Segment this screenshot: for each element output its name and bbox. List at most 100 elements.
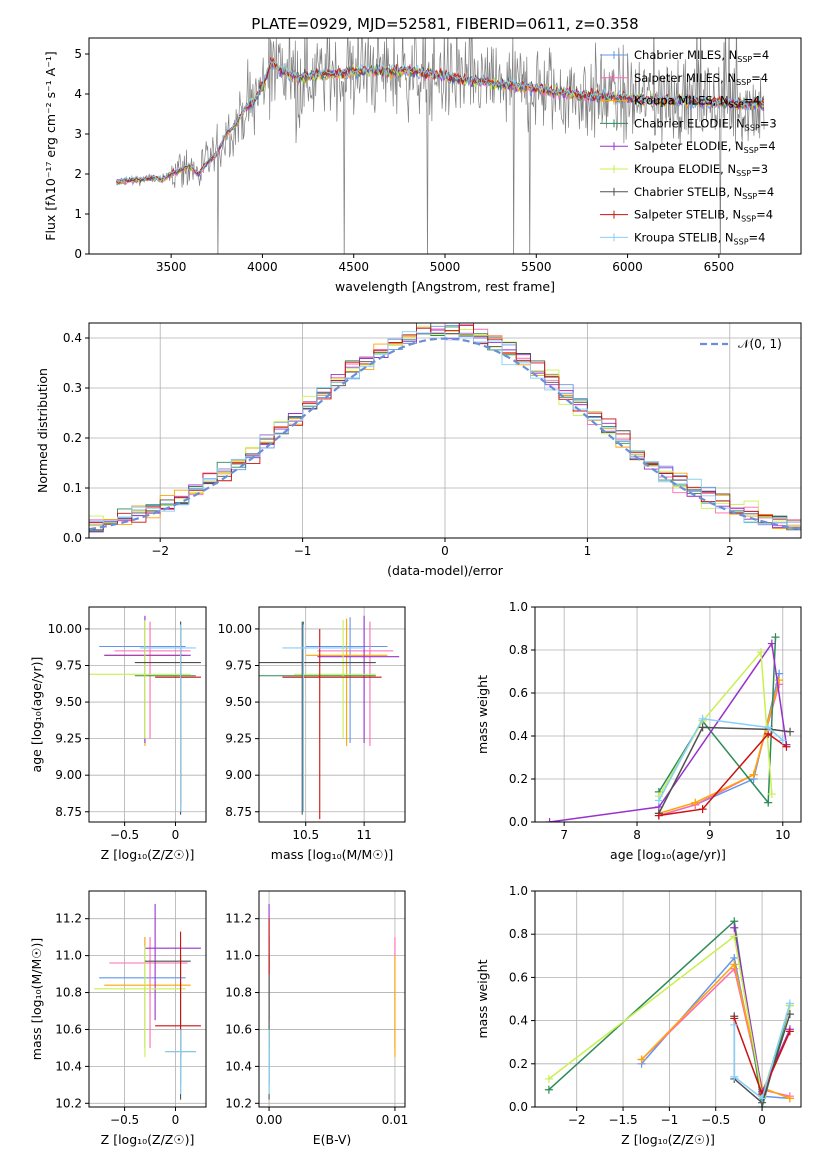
y-tick-label: 0.6 — [509, 970, 528, 984]
series-marker — [749, 770, 758, 779]
x-tick-label: 0 — [172, 828, 180, 842]
y-tick-label: 8.75 — [55, 805, 82, 819]
x-tick-label: 5000 — [430, 260, 461, 274]
x-axis-label: Z [log₁₀(Z/Z☉)] — [621, 1132, 715, 1147]
y-tick-label: 11.2 — [225, 912, 252, 926]
x-axis-label: mass [log₁₀(M/M☉)] — [271, 847, 393, 862]
y-tick-label: 10.4 — [55, 1059, 82, 1073]
y-tick-label: 0.4 — [509, 1014, 528, 1028]
y-tick-label: 0.4 — [509, 729, 528, 743]
series-marker — [691, 798, 700, 807]
y-tick-label: 3 — [74, 127, 82, 141]
x-axis-label: Z [log₁₀(Z/Z☉)] — [101, 1132, 195, 1147]
y-tick-label: 11.0 — [225, 949, 252, 963]
y-tick-label: 0.4 — [63, 331, 82, 345]
series-line — [658, 684, 780, 817]
series-marker — [730, 1020, 739, 1029]
y-tick-label: 0.0 — [509, 815, 528, 829]
y-tick-label: 9.25 — [225, 732, 252, 746]
y-tick-label: 9.75 — [225, 659, 252, 673]
series-line — [549, 641, 788, 822]
series-marker — [698, 714, 707, 723]
y-tick-label: 0.6 — [509, 686, 528, 700]
plot-area-mass_vs_Z — [94, 903, 201, 1100]
figure-title: PLATE=0929, MJD=52581, FIBERID=0611, z=0… — [251, 15, 638, 33]
y-tick-label: 0 — [74, 247, 82, 261]
panel-spectrum: 3500 4000 4500 5000 5500 6000 6500 0 1 2 3 4 5 wavele… — [43, 37, 802, 294]
y-tick-label: 0.1 — [63, 481, 82, 495]
series-marker — [756, 648, 765, 657]
y-tick-label: 0.0 — [509, 1100, 528, 1114]
x-tick-label: 0 — [172, 1113, 180, 1127]
y-tick-label: 10.6 — [55, 1022, 82, 1036]
axes-frame — [258, 606, 406, 823]
normal-curve — [89, 337, 801, 531]
y-tick-label: 1 — [74, 207, 82, 221]
x-tick-label: 7 — [560, 828, 568, 842]
x-tick-label: 9 — [706, 828, 714, 842]
panel-mass_vs_Z: −0.5 0 10.2 10.4 10.6 10.8 11.0 11.2 Z [log₁₀(Z/… — [29, 890, 207, 1147]
x-tick-label: 6000 — [612, 260, 643, 274]
histogram-step — [89, 331, 801, 538]
series-marker — [698, 805, 707, 814]
y-tick-label: 10.00 — [218, 622, 252, 636]
y-axis-label: Flux [fλ10⁻¹⁷ erg cm⁻² s⁻¹ A⁻¹] — [43, 51, 58, 240]
panel-mass_vs_ebv: 0.00 0.01 10.2 10.4 10.6 10.8 11.0 11.2 E(B-V) — [225, 890, 408, 1147]
series-marker — [767, 639, 776, 648]
y-tick-label: 0.2 — [63, 431, 82, 445]
series-line — [658, 637, 777, 805]
axes-frame — [534, 890, 802, 1108]
y-axis-label: Normed distribution — [35, 368, 50, 493]
panel-mass_weight_vs_Z: −2 −1.5 −1 −0.5 0 0.0 0.2 0.4 0.6 0.8 1.0 Z [log₁₀(… — [475, 884, 802, 1147]
plot-area-mass_weight_vs_age — [545, 633, 795, 822]
series-marker — [654, 811, 663, 820]
y-tick-label: 0.3 — [63, 381, 82, 395]
y-tick-label: 11.0 — [55, 949, 82, 963]
panel-age_vs_mass: 10.5 11 8.75 9.00 9.25 9.50 9.75 10.00 mass [log… — [218, 606, 406, 862]
series-marker — [782, 742, 791, 751]
series-line — [658, 717, 784, 801]
axes-frame — [258, 890, 406, 1108]
x-tick-label: 3500 — [156, 260, 187, 274]
series-marker — [544, 1074, 553, 1083]
x-tick-label: 0.00 — [256, 1113, 283, 1127]
plot-area-age_vs_Z — [89, 615, 201, 815]
x-tick-label: 4500 — [338, 260, 369, 274]
panels: 3500 4000 4500 5000 5500 6000 6500 0 1 2 3 4 5 wavele… — [29, 37, 802, 1147]
y-tick-label: 0.2 — [509, 1057, 528, 1071]
axes-frame — [534, 606, 802, 823]
model-line — [116, 59, 764, 184]
plot-area-spectrum — [115, 38, 765, 254]
panel-mass_weight_vs_age: 7 8 9 10 0.0 0.2 0.4 0.6 0.8 1.0 age [log₁₀(age/yr… — [475, 600, 802, 862]
plot-area-mass_vs_ebv — [268, 903, 396, 1100]
y-tick-label: 5 — [74, 47, 82, 61]
spectrum-data-line — [116, 38, 765, 254]
x-tick-label: 1 — [584, 544, 592, 558]
series-marker — [778, 736, 787, 745]
y-tick-label: 11.2 — [55, 912, 82, 926]
x-tick-label: −2 — [151, 544, 169, 558]
panel-age_vs_Z: −0.5 0 8.75 9.00 9.25 9.50 9.75 10.00 Z [log₁₀(Z… — [29, 606, 207, 862]
series-marker — [767, 790, 776, 799]
y-tick-label: 9.00 — [55, 768, 82, 782]
series-marker — [730, 960, 739, 969]
y-tick-label: 1.0 — [509, 884, 528, 898]
series-marker — [545, 818, 554, 822]
y-tick-label: 9.50 — [225, 695, 252, 709]
x-tick-label: −1 — [661, 1113, 679, 1127]
plot-area-residuals — [89, 323, 801, 538]
x-axis-label: age [log₁₀(age/yr)] — [610, 847, 726, 862]
series-marker — [637, 1055, 646, 1064]
y-axis-label: mass weight — [475, 675, 490, 754]
series-marker — [698, 723, 707, 732]
y-tick-label: 0.8 — [509, 927, 528, 941]
legend-label: Salpeter STELIB, NSSP=4 — [634, 208, 773, 224]
series-marker — [786, 727, 795, 736]
y-tick-label: 1.0 — [509, 600, 528, 614]
panel-residuals: −2 −1 0 1 2 0.0 0.1 0.2 0.3 0.4 (data-model)/error… — [35, 322, 802, 578]
x-tick-label: 10.5 — [292, 828, 319, 842]
y-tick-label: 8.75 — [225, 805, 252, 819]
y-axis-label: mass weight — [475, 959, 490, 1038]
y-tick-label: 9.25 — [55, 732, 82, 746]
y-tick-label: 9.00 — [225, 768, 252, 782]
